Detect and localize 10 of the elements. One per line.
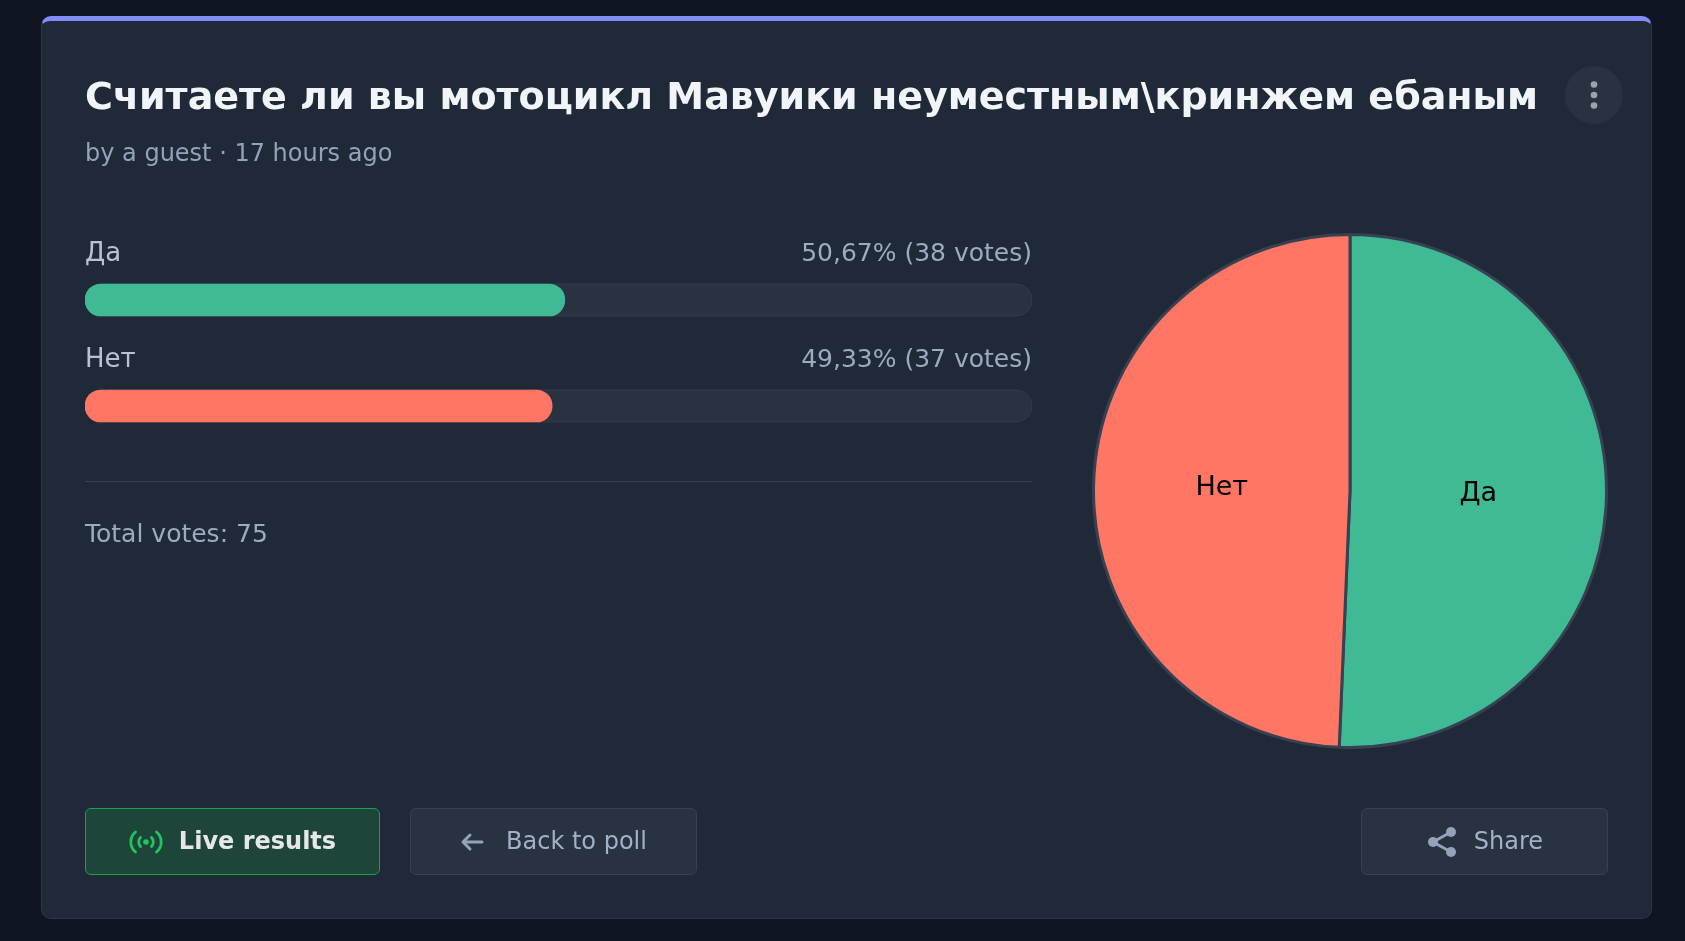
- data-label: 50,67% (38 votes): [801, 237, 1032, 267]
- text: Live results: [178, 827, 337, 856]
- chart-subtitle: by a guest · 17 hours ago: [85, 139, 393, 168]
- chart-title: Считаете ли вы мотоцикл Мавуики неуместным\кринжем ебаным: [85, 73, 1538, 119]
- text: Total votes: 75: [85, 519, 268, 549]
- text: Share: [1473, 827, 1544, 856]
- text: Back to poll: [506, 827, 647, 856]
- data-label: 49,33% (37 votes): [801, 343, 1032, 373]
- slice-label: Да: [1459, 475, 1498, 507]
- slice-label: Нет: [1195, 470, 1249, 502]
